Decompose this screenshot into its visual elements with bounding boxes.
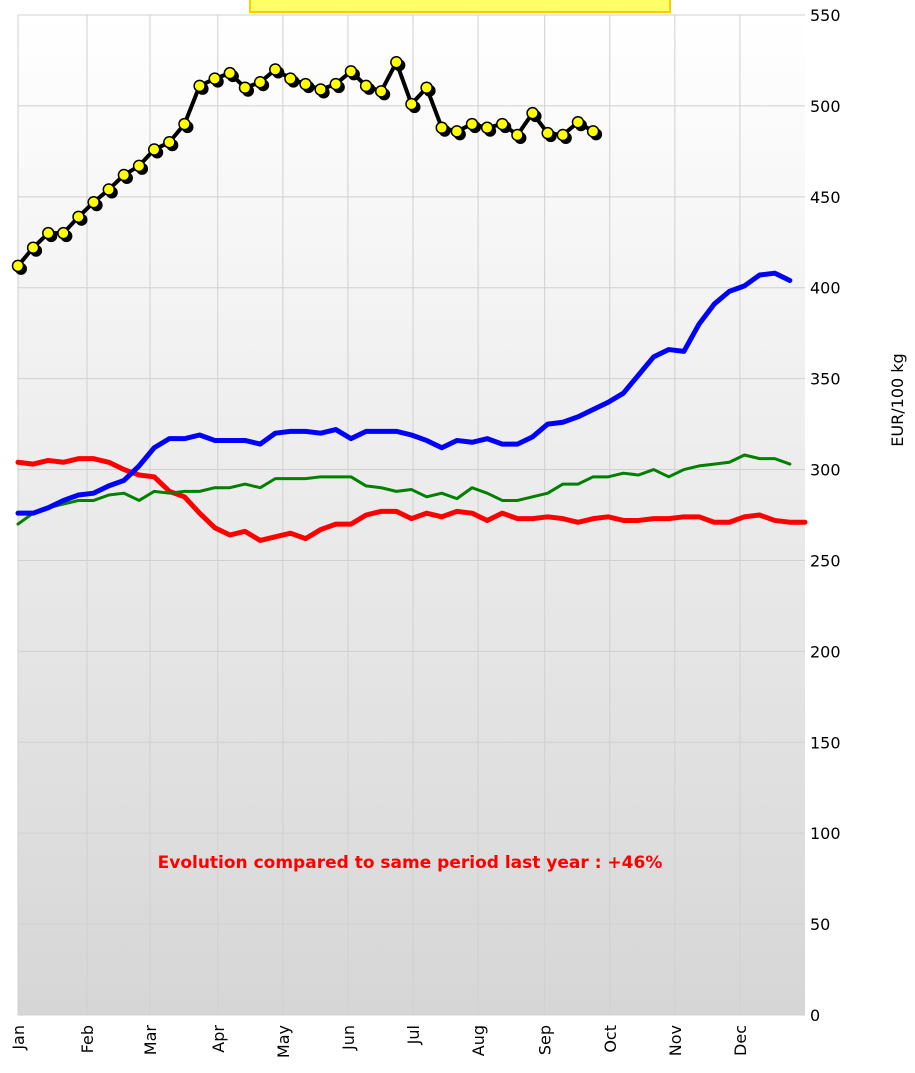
- marker: [26, 241, 40, 254]
- marker: [193, 79, 206, 93]
- marker: [223, 66, 237, 80]
- marker: [117, 168, 131, 182]
- series-line: [15, 270, 793, 516]
- marker: [586, 125, 600, 138]
- x-tick-label: Sep: [536, 1025, 555, 1055]
- marker: [102, 183, 116, 196]
- series-line: [15, 456, 808, 543]
- x-tick-label: Jan: [9, 1025, 28, 1051]
- marker: [284, 72, 297, 85]
- y-tick-label: 0: [810, 1006, 820, 1025]
- x-tick-label: Jun: [339, 1025, 358, 1051]
- marker: [571, 116, 585, 129]
- marker: [374, 85, 388, 98]
- marker: [480, 121, 494, 134]
- marker: [178, 117, 191, 131]
- marker: [253, 76, 267, 89]
- marker: [72, 210, 85, 224]
- x-tick-label: Jul: [404, 1025, 423, 1045]
- y-axis-label: EUR/100 kg: [888, 353, 907, 446]
- marker: [390, 56, 403, 69]
- plot-background: [18, 15, 805, 1015]
- x-tick-label: Feb: [78, 1025, 97, 1053]
- y-tick-label: 500: [810, 97, 841, 116]
- y-tick-label: 550: [810, 6, 841, 25]
- x-tick-label: Mar: [141, 1025, 160, 1056]
- marker: [435, 121, 449, 134]
- y-tick-label: 400: [810, 279, 841, 298]
- marker: [87, 196, 100, 209]
- x-tick-label: Nov: [666, 1025, 685, 1056]
- y-tick-label: 200: [810, 642, 841, 661]
- annotation: Evolution compared to same period last y…: [158, 853, 663, 873]
- y-tick-label: 250: [810, 551, 841, 570]
- marker: [450, 125, 464, 138]
- marker: [405, 97, 418, 111]
- title-banner: [249, 0, 671, 13]
- marker: [132, 159, 146, 173]
- marker: [42, 226, 55, 240]
- y-tick-label: 150: [810, 733, 841, 752]
- y-tick-label: 100: [810, 824, 841, 843]
- marker: [238, 81, 252, 94]
- x-tick-label: Oct: [601, 1025, 620, 1053]
- x-tick-label: Aug: [469, 1025, 488, 1056]
- marker: [526, 106, 539, 120]
- y-tick-label: 300: [810, 461, 841, 480]
- marker: [496, 117, 509, 131]
- marker: [541, 126, 554, 140]
- labels: 0 50 100 150 200 250 300 350 400 450 500 550 Jan Feb M…: [9, 6, 841, 1058]
- marker: [344, 65, 358, 78]
- series: [11, 56, 808, 543]
- marker: [11, 259, 25, 273]
- marker: [208, 72, 221, 85]
- marker: [420, 81, 433, 94]
- marker: [57, 226, 70, 240]
- y-tick-label: 450: [810, 188, 841, 207]
- marker: [163, 136, 176, 149]
- marker: [329, 77, 343, 91]
- marker: [465, 117, 479, 131]
- y-tick-label: 350: [810, 370, 841, 389]
- marker: [556, 128, 570, 142]
- marker: [359, 79, 373, 93]
- x-tick-label: Apr: [209, 1025, 228, 1053]
- marker: [299, 77, 312, 91]
- marker: [511, 128, 524, 142]
- series-line: [16, 453, 792, 526]
- marker: [269, 63, 282, 76]
- y-tick-label: 50: [810, 915, 830, 934]
- x-tick-label: Dec: [731, 1025, 750, 1056]
- marker: [314, 83, 327, 96]
- marker: [147, 143, 161, 156]
- x-tick-label: May: [274, 1025, 293, 1058]
